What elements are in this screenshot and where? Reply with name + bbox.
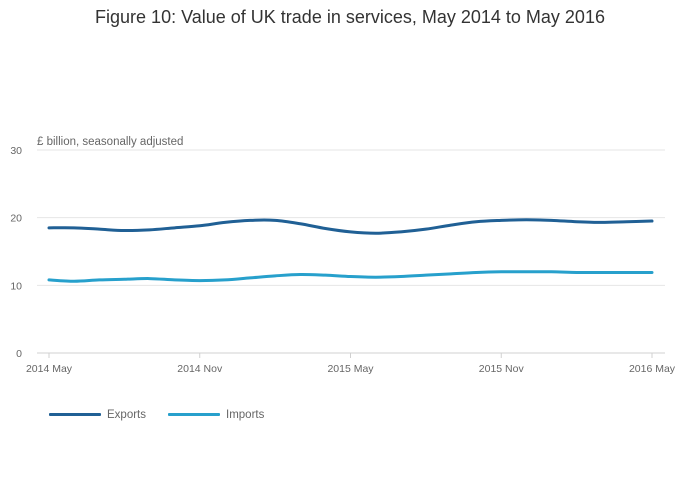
series-line-exports [47,218,654,235]
legend-label-exports: Exports [107,409,146,421]
y-axis-label: £ billion, seasonally adjusted [37,136,184,148]
legend-swatch-imports [168,413,220,417]
legend-item-exports[interactable]: Exports [49,409,146,421]
series-line-imports [47,270,654,283]
y-tick-label-0: 0 [16,348,22,360]
x-tick-label-1: 2014 Nov [177,363,223,375]
x-tick-label-2: 2015 May [327,363,374,375]
legend-swatch-exports [49,413,101,417]
y-tick-label-10: 10 [10,280,22,292]
chart-title: Figure 10: Value of UK trade in services… [95,7,605,27]
y-tick-label-20: 20 [10,213,22,225]
x-tick-label-3: 2015 Nov [479,363,525,375]
y-tick-label-30: 30 [10,145,22,157]
legend-item-imports[interactable]: Imports [168,409,264,421]
x-tick-label-4: 2016 May [629,363,676,375]
legend-label-imports: Imports [226,409,265,421]
x-tick-label-0: 2014 May [26,363,73,375]
